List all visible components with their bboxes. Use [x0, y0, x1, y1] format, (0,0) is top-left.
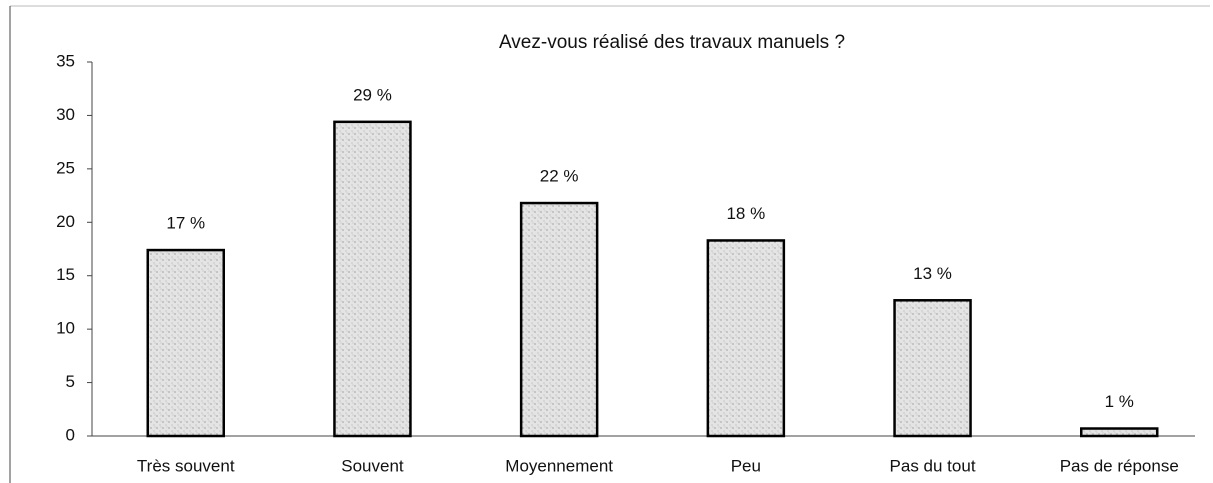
y-tick-label: 5 — [66, 372, 75, 391]
x-tick-label: Pas du tout — [890, 456, 976, 475]
bar — [893, 299, 972, 438]
y-tick-label: 15 — [56, 265, 75, 284]
bar — [519, 201, 599, 438]
data-label: 22 % — [540, 167, 579, 186]
y-tick-label: 35 — [56, 51, 75, 70]
x-tick-label: Moyennement — [505, 456, 613, 475]
data-label: 29 % — [353, 85, 392, 104]
bar — [146, 248, 225, 438]
y-tick-label: 25 — [56, 158, 75, 177]
data-label: 1 % — [1105, 392, 1134, 411]
bar — [333, 120, 412, 438]
chart-title: Avez-vous réalisé des travaux manuels ? — [499, 32, 845, 53]
x-tick-label: Souvent — [341, 456, 404, 475]
bar — [706, 239, 786, 438]
y-tick-label: 30 — [56, 105, 75, 124]
x-tick-label: Très souvent — [137, 456, 235, 475]
y-tick-label: 10 — [56, 319, 75, 338]
y-tick-label: 0 — [66, 425, 75, 444]
y-tick-label: 20 — [56, 212, 75, 231]
data-label: 13 % — [913, 264, 952, 283]
data-label: 18 % — [726, 204, 765, 223]
data-label: 17 % — [166, 214, 205, 233]
x-tick-label: Pas de réponse — [1060, 456, 1179, 475]
x-tick-label: Peu — [731, 456, 761, 475]
bar — [1080, 427, 1159, 438]
